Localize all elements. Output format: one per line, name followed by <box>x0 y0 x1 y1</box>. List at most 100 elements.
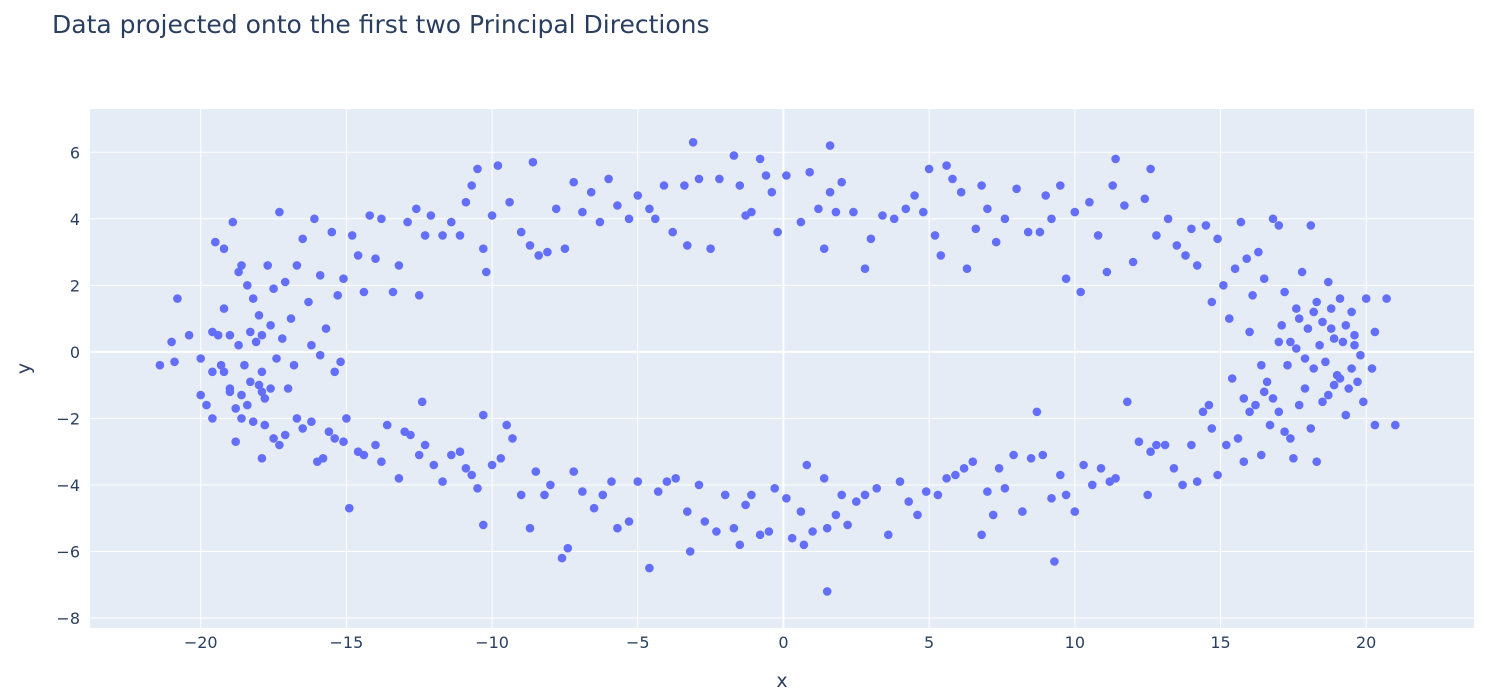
data-point <box>420 440 430 450</box>
data-point <box>359 450 369 460</box>
chart-title: Data projected onto the first two Princi… <box>52 10 710 39</box>
y-tick-label: 4 <box>70 210 80 229</box>
data-point <box>735 181 745 190</box>
data-point <box>333 291 343 300</box>
data-point <box>260 394 270 403</box>
data-point <box>988 510 998 520</box>
data-point <box>155 360 165 370</box>
data-point <box>578 207 587 217</box>
data-point <box>1274 407 1284 417</box>
data-point <box>613 523 622 533</box>
data-point <box>1038 450 1048 460</box>
data-point <box>1347 364 1356 373</box>
data-point <box>1146 447 1155 457</box>
data-point <box>266 321 275 330</box>
data-point <box>202 400 211 410</box>
data-point <box>231 437 240 447</box>
data-point <box>977 530 986 540</box>
data-point <box>496 454 506 463</box>
data-point <box>1251 400 1260 410</box>
data-point <box>1152 231 1161 240</box>
data-point <box>377 214 386 224</box>
data-point <box>1152 440 1161 450</box>
data-point <box>962 264 972 274</box>
data-point <box>382 420 392 430</box>
data-point <box>1335 294 1345 303</box>
data-point <box>700 517 710 526</box>
data-point <box>516 227 526 237</box>
data-point <box>1108 181 1117 190</box>
data-point <box>1245 327 1254 337</box>
data-point <box>624 214 634 224</box>
data-point <box>633 191 643 200</box>
data-point <box>683 241 692 250</box>
data-point <box>761 171 771 180</box>
x-tick-label: 0 <box>778 633 788 652</box>
data-point <box>624 517 634 526</box>
data-point <box>688 138 698 147</box>
data-point <box>1172 241 1182 250</box>
data-point <box>968 457 978 467</box>
data-point <box>948 174 957 184</box>
data-point <box>251 337 261 347</box>
data-point <box>715 174 724 184</box>
data-point <box>345 503 354 513</box>
data-point <box>1292 344 1301 353</box>
data-point <box>420 231 430 240</box>
data-point <box>1056 470 1065 480</box>
data-point <box>1286 434 1295 443</box>
data-point <box>237 414 246 423</box>
data-point <box>292 414 302 423</box>
data-point <box>286 314 296 323</box>
data-point <box>1047 494 1056 503</box>
data-point <box>1111 154 1120 164</box>
data-point <box>487 460 497 470</box>
data-point <box>473 164 482 174</box>
data-point <box>1350 330 1359 340</box>
data-point <box>257 330 267 340</box>
data-point <box>729 523 739 533</box>
data-point <box>1061 490 1071 500</box>
data-point <box>782 171 791 180</box>
y-tick-label: 6 <box>70 143 80 162</box>
data-point <box>269 284 278 294</box>
data-point <box>487 211 497 220</box>
data-point <box>904 497 913 506</box>
data-point <box>1289 454 1298 463</box>
data-point <box>246 327 255 337</box>
data-point <box>1321 357 1330 367</box>
data-point <box>254 380 264 390</box>
data-point <box>942 161 951 170</box>
data-point <box>330 367 340 377</box>
data-point <box>1370 327 1380 337</box>
data-point <box>671 474 680 483</box>
data-point <box>1268 214 1278 224</box>
data-point <box>1227 374 1237 383</box>
data-point <box>1000 484 1010 493</box>
data-point <box>604 174 613 184</box>
data-point <box>1239 457 1249 467</box>
data-point <box>482 267 491 277</box>
data-point <box>1300 384 1310 393</box>
data-point <box>438 477 447 486</box>
data-point <box>365 211 375 220</box>
data-point <box>429 460 439 470</box>
data-point <box>1259 387 1269 397</box>
data-point <box>683 507 692 516</box>
data-point <box>467 470 477 480</box>
data-point <box>662 477 672 486</box>
data-point <box>901 204 911 214</box>
data-point <box>872 484 881 493</box>
data-point <box>808 527 817 536</box>
data-point <box>659 181 669 190</box>
data-point <box>598 490 608 500</box>
data-point <box>1312 297 1321 307</box>
data-point <box>936 251 946 260</box>
data-point <box>546 480 555 490</box>
data-point <box>414 291 424 300</box>
data-point <box>388 287 398 297</box>
data-point <box>1093 231 1103 240</box>
data-point <box>706 244 715 253</box>
data-point <box>1242 254 1251 263</box>
data-point <box>729 151 739 160</box>
